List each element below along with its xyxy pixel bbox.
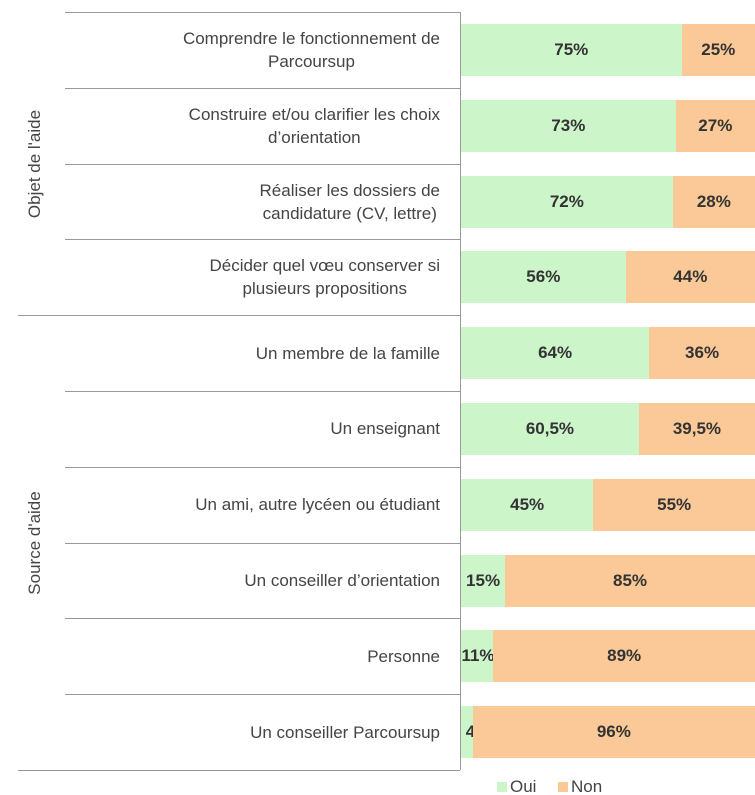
value-label: 64%: [538, 343, 573, 363]
legend-label: Oui: [510, 777, 537, 795]
value-label: 36%: [685, 343, 720, 363]
category-label: Un conseiller Parcoursup: [250, 722, 440, 742]
category-label: Un enseignant: [330, 419, 440, 439]
value-label: 27%: [698, 115, 733, 135]
group-label: Objet de l'aide: [25, 109, 44, 218]
value-label: 44%: [673, 267, 708, 287]
axis-line: [460, 12, 461, 770]
category-label: Décider quel vœu conserver si plusieurs …: [209, 256, 440, 299]
separator: [18, 315, 460, 317]
legend-label: Non: [571, 777, 603, 795]
value-label: 11%: [461, 646, 495, 666]
value-label: 85%: [613, 570, 648, 590]
bar-segment: [461, 554, 506, 607]
bar-segment: [461, 99, 676, 152]
bar-segment: [593, 478, 755, 531]
value-label: 96%: [596, 722, 631, 742]
bar-segment: [461, 251, 626, 304]
value-label: 89%: [607, 646, 642, 666]
bar-segment: [472, 706, 755, 759]
category-label: Un membre de la famille: [255, 343, 440, 363]
category-label: Un ami, autre lycéen ou étudiant: [195, 495, 440, 515]
bar-segment: [505, 554, 755, 607]
separator: [65, 163, 460, 165]
bar-segment: [461, 402, 639, 455]
value-label: 75%: [554, 39, 589, 59]
separator: [65, 239, 460, 241]
category-label: Un conseiller d’orientation: [244, 571, 440, 590]
bar-segment: [461, 478, 594, 531]
category-label: Personne: [367, 646, 440, 666]
value-label: 72%: [549, 191, 584, 211]
group-label: Source d'aide: [25, 490, 44, 595]
legend-swatch: [497, 782, 507, 792]
bar-segment: [649, 327, 755, 380]
separator: [65, 466, 460, 468]
category-label: Comprendre le fonctionnement de Parcours…: [182, 28, 440, 71]
category-label: Construire et/ou clarifier les choix d’o…: [188, 104, 440, 147]
legend-swatch: [558, 782, 568, 792]
value-label: 39,5%: [672, 418, 722, 438]
value-label: 55%: [657, 494, 692, 514]
bar-segment: [461, 23, 682, 76]
value-label: 60,5%: [525, 418, 575, 438]
bar-segment: [672, 175, 755, 228]
separator: [65, 542, 460, 544]
bar-segment: [625, 251, 755, 304]
value-label: 25%: [701, 39, 736, 59]
bar-segment: [461, 175, 673, 228]
separator: [65, 694, 460, 696]
value-label: 28%: [696, 191, 731, 211]
bar-segment: [461, 706, 473, 759]
category-label: Réaliser les dossiers de candidature (CV…: [259, 180, 440, 223]
bar-segment: [675, 99, 755, 152]
separator: [65, 87, 460, 89]
bar-segment: [461, 630, 494, 683]
separator: [65, 391, 460, 392]
value-label: 56%: [526, 267, 561, 287]
bar-segment: [638, 402, 755, 455]
separator: [65, 12, 460, 13]
bar-segment: [461, 327, 650, 380]
bar-segment: [681, 23, 755, 76]
separator: [65, 618, 460, 620]
bar-segment: [493, 630, 755, 683]
value-label: 45%: [510, 494, 545, 514]
separator: [18, 770, 460, 771]
value-label: 15%: [466, 570, 501, 590]
value-label: 73%: [551, 115, 586, 135]
